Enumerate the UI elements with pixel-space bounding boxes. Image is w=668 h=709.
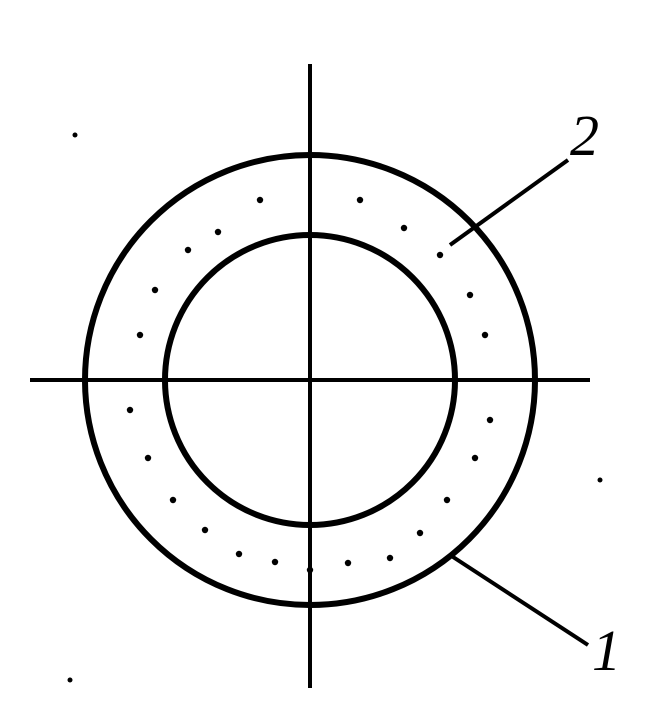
callout-leader-2 (450, 160, 568, 245)
stipple-dot (257, 197, 263, 203)
noise-dot (598, 478, 603, 483)
stipple-dot (127, 407, 133, 413)
stipple-dot (472, 455, 478, 461)
stipple-dot (152, 287, 158, 293)
stipple-dot (215, 229, 221, 235)
stipple-dot (170, 497, 176, 503)
diagram-stage: 21 (0, 0, 668, 709)
stipple-dot (401, 225, 407, 231)
stipple-dot (145, 455, 151, 461)
stipple-dot (417, 530, 423, 536)
stipple-dot (202, 527, 208, 533)
stipple-dot (467, 292, 473, 298)
stipple-dot (437, 252, 443, 258)
stipple-dot (137, 332, 143, 338)
stipple-dot (357, 197, 363, 203)
callout-label-2: 2 (570, 103, 599, 168)
stipple-dot (387, 555, 393, 561)
noise-dot (73, 133, 78, 138)
stipple-dot (345, 560, 351, 566)
stipple-dot (307, 567, 313, 573)
callout-label-1: 1 (592, 618, 621, 683)
stipple-dot (444, 497, 450, 503)
stipple-dot (185, 247, 191, 253)
stipple-dot (487, 417, 493, 423)
stipple-dot (236, 551, 242, 557)
noise-dot (68, 678, 73, 683)
callout-leader-1 (450, 555, 588, 645)
stipple-dot (272, 559, 278, 565)
stipple-dot (482, 332, 488, 338)
